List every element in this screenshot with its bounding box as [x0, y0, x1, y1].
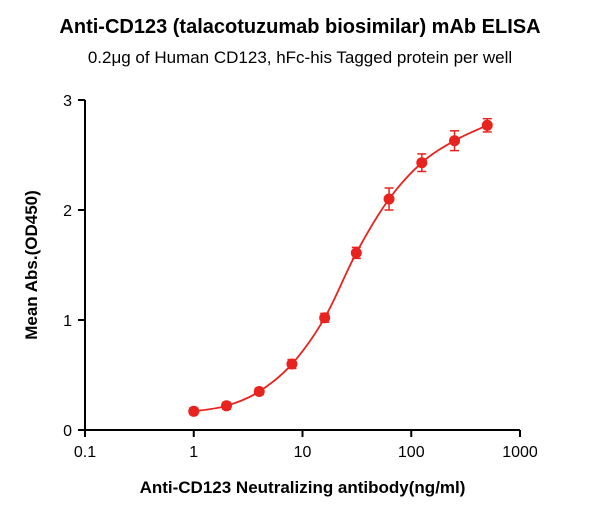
data-point [383, 193, 395, 205]
data-point [286, 358, 298, 370]
data-point [350, 247, 362, 259]
y-tick-label: 2 [63, 203, 72, 220]
y-tick-label: 1 [63, 313, 72, 330]
chart-title: Anti-CD123 (talacotuzumab biosimilar) mA… [59, 16, 541, 38]
y-axis-title: Mean Abs.(OD450) [22, 190, 41, 340]
data-point [253, 386, 265, 397]
data-point [481, 119, 493, 131]
data-point [449, 135, 461, 147]
y-tick-label: 3 [63, 93, 72, 110]
x-tick-label: 10 [294, 444, 312, 461]
x-tick-label: 0.1 [74, 444, 96, 461]
data-point [220, 400, 232, 412]
data-point [416, 157, 428, 169]
chart-subtitle: 0.2μg of Human CD123, hFc-his Tagged pro… [87, 48, 513, 67]
x-tick-label: 1000 [502, 444, 538, 461]
fit-curve [193, 124, 488, 413]
data-point [319, 312, 331, 324]
x-tick-label: 100 [398, 444, 425, 461]
x-tick-label: 1 [189, 444, 198, 461]
data-point [188, 405, 200, 417]
y-tick-label: 0 [63, 423, 72, 440]
x-axis-title: Anti-CD123 Neutralizing antibody(ng/ml) [139, 478, 466, 497]
